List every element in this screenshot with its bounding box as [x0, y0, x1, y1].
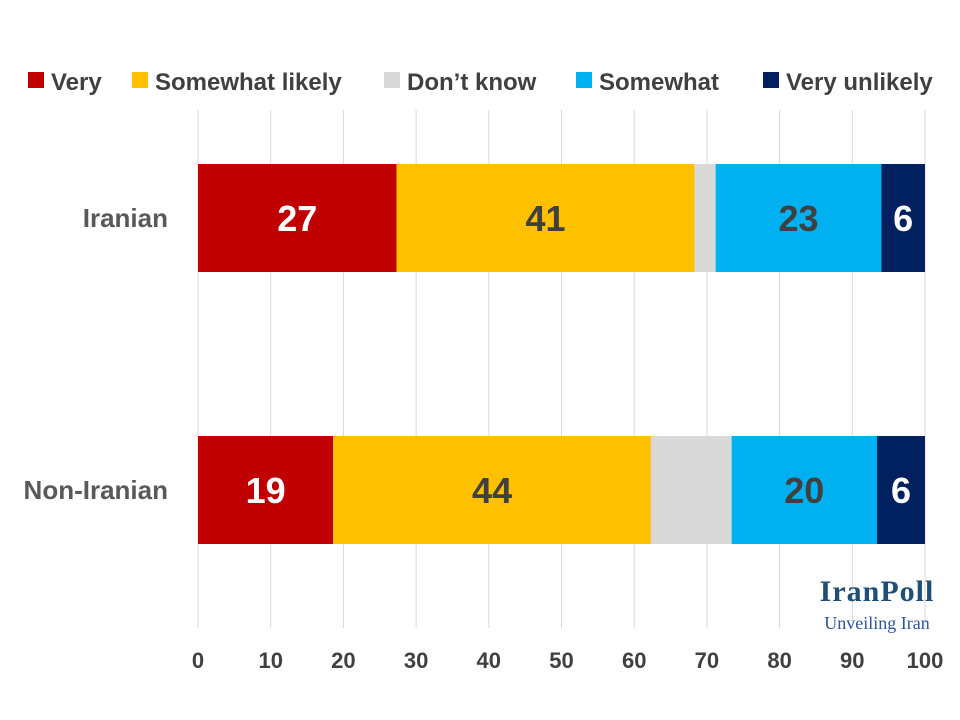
legend-swatch	[28, 72, 44, 88]
bar-segment	[650, 436, 732, 544]
bar-segment	[881, 164, 925, 272]
x-tick-label: 80	[767, 648, 791, 673]
data-labels: 27 41 23 6 19 44 20 6	[246, 198, 914, 511]
category-labels: Iranian Non-Iranian	[24, 203, 168, 505]
logo-tagline: Unveiling Iran	[824, 613, 930, 633]
x-tick-label: 60	[622, 648, 646, 673]
legend-label: Somewhat likely	[155, 69, 342, 96]
x-tick-label: 70	[695, 648, 719, 673]
data-label: 20	[784, 470, 824, 511]
x-tick-label: 40	[477, 648, 501, 673]
bars	[198, 164, 925, 544]
x-tick-label: 20	[331, 648, 355, 673]
data-label: 23	[778, 198, 818, 239]
bar-segment	[694, 164, 716, 272]
data-label: 41	[525, 198, 565, 239]
bar-segment	[877, 436, 925, 544]
bar-segment	[198, 436, 334, 544]
legend-label: Very unlikely	[786, 69, 933, 96]
bar-segment	[731, 436, 878, 544]
legend-swatch	[576, 72, 592, 88]
legend-label: Somewhat	[599, 69, 719, 96]
data-label: 44	[472, 470, 512, 511]
legend-swatch	[384, 72, 400, 88]
category-label: Non-Iranian	[24, 475, 168, 505]
x-axis-tick-labels: 0 10 20 30 40 50 60 70 80 90 100	[192, 648, 943, 673]
legend-label: Very	[51, 69, 102, 96]
legend-swatch	[763, 72, 779, 88]
data-label: 6	[893, 198, 913, 239]
iranpoll-logo: IranPoll Unveiling Iran	[782, 572, 960, 634]
legend-label: Don’t know	[407, 69, 537, 96]
category-label: Iranian	[83, 203, 168, 233]
x-tick-label: 50	[549, 648, 573, 673]
data-label: 6	[891, 470, 911, 511]
x-tick-label: 10	[258, 648, 282, 673]
bar-segment	[396, 164, 695, 272]
data-label: 19	[246, 470, 286, 511]
bar-segment	[333, 436, 651, 544]
data-label: 27	[277, 198, 317, 239]
x-tick-label: 30	[404, 648, 428, 673]
bar-segment	[198, 164, 397, 272]
logo-title: IranPoll	[819, 575, 935, 608]
bar-segment	[715, 164, 882, 272]
x-tick-label: 0	[192, 648, 204, 673]
x-tick-label: 90	[840, 648, 864, 673]
legend-swatch	[132, 72, 148, 88]
x-tick-label: 100	[907, 648, 944, 673]
legend: Very Somewhat likely Don’t know Somewhat Ver…	[28, 69, 933, 96]
